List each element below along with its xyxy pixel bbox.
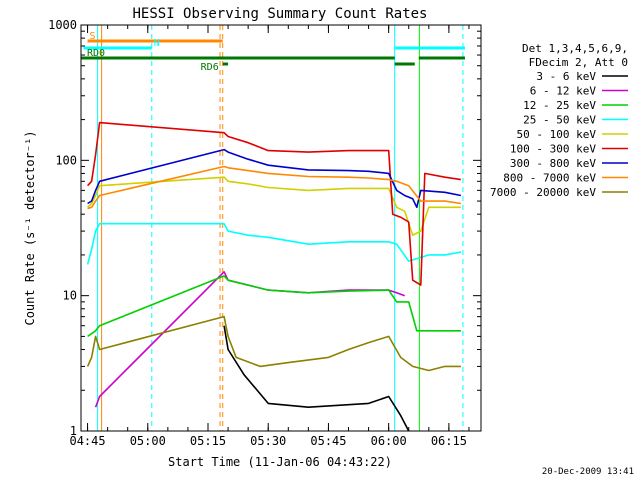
y-tick-label: 10: [63, 289, 77, 303]
y-tick-label: 1: [70, 424, 77, 438]
chart-title: HESSI Observing Summary Count Rates: [132, 6, 427, 22]
series-line-800-7000-kev: [87, 165, 462, 210]
x-tick-label: 06:00: [371, 434, 407, 448]
x-tick-label: 05:15: [190, 434, 226, 448]
legend-label: 3 - 6 keV: [536, 70, 596, 83]
plot-area: S N RD0 RD6: [81, 25, 465, 432]
series-line-100-300-kev: [87, 121, 462, 286]
legend-header-line-2: FDecim 2, Att 0: [529, 56, 628, 69]
flag-label-rd0: RD0: [87, 48, 105, 59]
legend-label: 6 - 12 keV: [530, 85, 597, 98]
series-line-50-100-kev: [87, 176, 461, 236]
y-tick-label: 1000: [48, 18, 77, 32]
legend-header-line-1: Det 1,3,4,5,6,9,: [522, 42, 628, 55]
x-tick-label: 06:15: [431, 434, 467, 448]
legend-label: 7000 - 20000 keV: [490, 186, 596, 199]
y-axis-label: Count Rate (s⁻¹ detector⁻¹): [23, 130, 37, 325]
legend-label: 300 - 800 keV: [510, 157, 596, 170]
axis-ticks: 04:45 05:00 05:15 05:30 05:45 06:00 06:15 1 10 10…: [48, 18, 481, 448]
legend: Det 1,3,4,5,6,9, FDecim 2, Att 0 3 - 6 k…: [490, 42, 628, 199]
x-tick-label: 05:45: [310, 434, 346, 448]
series-line-7000-20000-kev: [86, 315, 461, 372]
series-line-300-800-kev: [87, 148, 462, 209]
series-line-12-25-kev: [87, 275, 461, 338]
x-tick-label: 05:00: [130, 434, 166, 448]
plot-frame: [80, 24, 482, 432]
x-tick-label: 05:30: [250, 434, 286, 448]
series-line-3-6-kev: [223, 325, 410, 432]
flag-label-s: S: [90, 31, 96, 42]
legend-label: 25 - 50 keV: [523, 114, 596, 127]
legend-label: 50 - 100 keV: [517, 128, 597, 141]
legend-label: 12 - 25 keV: [523, 99, 596, 112]
flag-label-rd6: RD6: [201, 62, 219, 73]
legend-label: 800 - 7000 keV: [503, 172, 596, 185]
x-tick-label: 04:45: [69, 434, 105, 448]
x-axis-label: Start Time (11-Jan-06 04:43:22): [168, 455, 392, 469]
footer-date: 20-Dec-2009 13:41: [542, 467, 634, 477]
legend-label: 100 - 300 keV: [510, 143, 596, 156]
series-line-6-12-kev: [94, 271, 405, 408]
y-tick-label: 100: [55, 153, 77, 167]
flag-label-n: N: [154, 38, 160, 49]
series-line-25-50-kev: [86, 222, 462, 265]
